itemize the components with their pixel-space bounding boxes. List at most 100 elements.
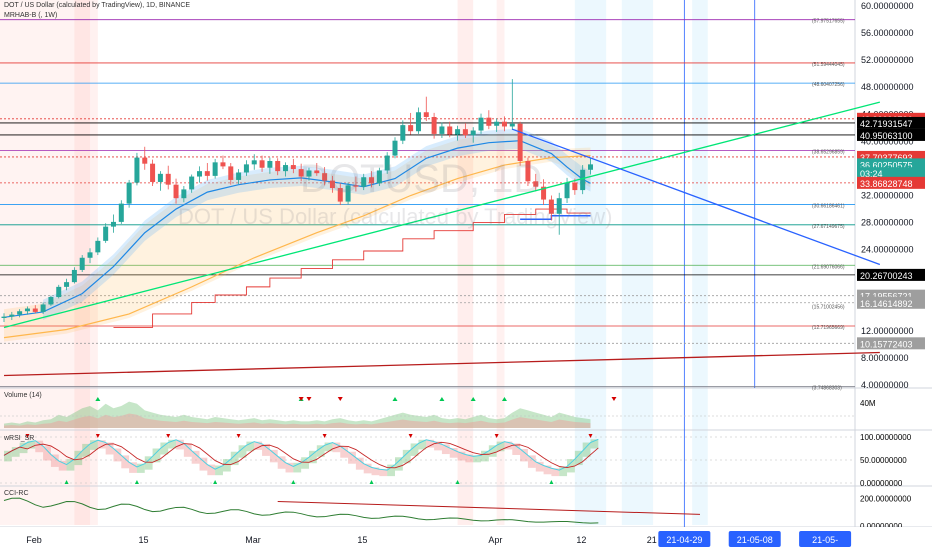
candle-body[interactable] (494, 121, 500, 126)
candle-body[interactable] (110, 221, 116, 227)
wrsi-wave (277, 456, 286, 469)
wrsi-wave (418, 439, 427, 450)
candle-body[interactable] (509, 123, 515, 127)
candle-body[interactable] (9, 314, 15, 317)
candle-body[interactable] (1, 316, 7, 318)
candle-body[interactable] (345, 185, 351, 202)
candle-body[interactable] (376, 170, 382, 184)
candle-body[interactable] (541, 186, 547, 200)
candle-body[interactable] (322, 173, 328, 181)
price-tick-label: 60.00000000 (861, 1, 914, 11)
candle-body[interactable] (329, 180, 335, 189)
candle-body[interactable] (24, 308, 30, 312)
candle-body[interactable] (392, 140, 398, 156)
price-badge[interactable] (857, 337, 925, 350)
candle-body[interactable] (173, 184, 179, 199)
candle-body[interactable] (251, 160, 257, 165)
candle-body[interactable] (290, 165, 296, 170)
candle-body[interactable] (298, 169, 304, 177)
candle-body[interactable] (455, 129, 461, 135)
candle-body[interactable] (361, 177, 367, 187)
candle-body[interactable] (337, 188, 343, 202)
candle-body[interactable] (353, 185, 359, 187)
candle-body[interactable] (157, 173, 163, 182)
date-badge[interactable] (658, 531, 711, 547)
candle-body[interactable] (220, 162, 226, 167)
price-badge[interactable] (857, 296, 925, 309)
price-axis[interactable]: 60.00000000 56.00000000 52.00000000 48.0000… (857, 1, 925, 390)
price-tick-label: 48.00000000 (861, 82, 914, 92)
candle-body[interactable] (415, 112, 421, 132)
price-badge[interactable] (857, 116, 925, 129)
candle-body[interactable] (447, 126, 453, 135)
candle-body[interactable] (431, 116, 437, 134)
candle-body[interactable] (71, 269, 77, 283)
price-badge[interactable] (857, 128, 925, 141)
candle-body[interactable] (103, 226, 109, 241)
candle-body[interactable] (517, 123, 523, 161)
candle-body[interactable] (17, 311, 23, 315)
candle-body[interactable] (283, 165, 289, 172)
candle-body[interactable] (556, 198, 562, 214)
candle-body[interactable] (204, 171, 210, 176)
candle-body[interactable] (181, 189, 187, 199)
trendline-long-term[interactable] (3, 351, 880, 377)
candle-body[interactable] (95, 240, 101, 253)
candle-body[interactable] (87, 252, 93, 258)
candle-body[interactable] (189, 176, 195, 190)
candle-body[interactable] (580, 169, 586, 191)
candle-body[interactable] (118, 203, 124, 222)
candle-body[interactable] (564, 182, 570, 199)
candle-body[interactable] (259, 160, 265, 168)
price-badge[interactable] (857, 176, 925, 189)
candle-body[interactable] (134, 157, 140, 183)
candle-body[interactable] (525, 160, 531, 182)
candle-body[interactable] (501, 121, 507, 127)
trendline-uptrend[interactable] (3, 101, 881, 329)
trendline-downtrend[interactable] (512, 128, 881, 266)
candle-body[interactable] (306, 170, 312, 177)
candle-body[interactable] (64, 282, 70, 287)
candle-body[interactable] (439, 126, 445, 134)
candle-body[interactable] (423, 112, 429, 117)
wrsi-wave (207, 464, 216, 476)
candle-body[interactable] (400, 125, 406, 141)
time-axis[interactable]: Feb 15 Mar 15 Apr 12 21 21-04-29 21-05-08 21-05- (0, 527, 932, 550)
candle-body[interactable] (126, 182, 132, 204)
candle-body[interactable] (150, 163, 156, 182)
wrsi-wave (527, 455, 536, 468)
candle-body[interactable] (212, 162, 218, 176)
candle-body[interactable] (165, 173, 171, 185)
candle-body[interactable] (56, 286, 62, 298)
candle-body[interactable] (267, 160, 273, 168)
candle-body[interactable] (486, 117, 492, 126)
candle-body[interactable] (48, 297, 54, 305)
candle-body[interactable] (32, 308, 38, 312)
candle-body[interactable] (470, 130, 476, 136)
candle-body[interactable] (228, 166, 234, 180)
candle-body[interactable] (243, 164, 249, 173)
candle-body[interactable] (79, 257, 85, 270)
candle-body[interactable] (197, 171, 202, 177)
candle-body[interactable] (548, 199, 554, 214)
price-badge[interactable] (857, 268, 925, 281)
date-badge[interactable] (728, 531, 781, 547)
candle-body[interactable] (384, 155, 390, 171)
candle-body[interactable] (314, 170, 320, 174)
candle-body[interactable] (478, 117, 484, 131)
candle-body[interactable] (142, 157, 148, 164)
candle-body[interactable] (408, 125, 414, 132)
candle-body[interactable] (40, 304, 46, 312)
candle-body[interactable] (236, 172, 242, 180)
candle-body[interactable] (369, 177, 375, 184)
candle-body[interactable] (533, 181, 539, 187)
date-badge[interactable] (799, 531, 852, 547)
price-badge[interactable] (857, 167, 925, 180)
candle-body[interactable] (588, 164, 593, 170)
trendlines[interactable] (3, 101, 881, 377)
candle-body[interactable] (275, 160, 281, 172)
candle-body[interactable] (462, 129, 468, 136)
candle-body[interactable] (572, 182, 578, 191)
candlesticks[interactable] (1, 79, 594, 323)
